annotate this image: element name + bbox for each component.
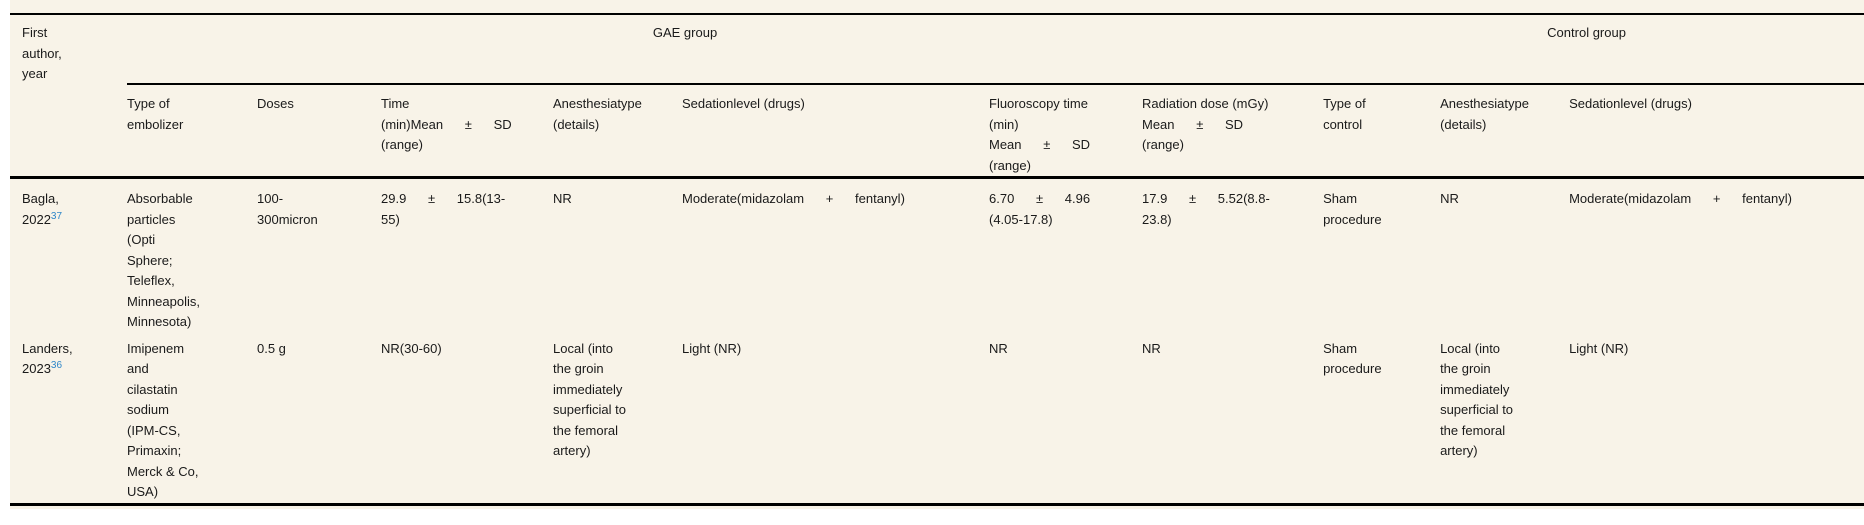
col-header-fluoroscopy-time: Fluoroscopy time (min) Mean ± SD (range) [989, 84, 1142, 179]
cell-bagla-fluoroscopy: 6.70 ± 4.96 (4.05-17.8) [989, 191, 1091, 227]
group-header-control: Control group [1323, 14, 1864, 85]
col-header-sedation-gae: Sedationlevel (drugs) [682, 84, 989, 179]
cell-landers-radiation: NR [1142, 340, 1161, 356]
table-panel: First author, year GAE group Control gro… [10, 0, 1864, 509]
col-header-doses: Doses [257, 84, 381, 179]
cell-bagla-doses: 100- 300micron [257, 191, 318, 227]
col-header-anesthesia-gae: Anesthesiatype (details) [553, 84, 682, 179]
table-row: Landers, 202336 Imipenem and cilastatin … [10, 335, 1864, 505]
col-header-radiation-dose: Radiation dose (mGy) Mean ± SD (range) [1142, 84, 1324, 179]
col-header-time: Time (min)Mean ± SD (range) [381, 84, 553, 179]
study-characteristics-table: First author, year GAE group Control gro… [10, 13, 1864, 506]
group-header-gae: GAE group [127, 14, 1324, 85]
cell-landers-control-anesthesia: Local (into the groin immediately superf… [1440, 340, 1514, 459]
cell-bagla-anesthesia: NR [553, 191, 572, 206]
cell-landers-control-sedation: Light (NR) [1569, 340, 1629, 356]
author-year-text: Bagla, 2022 [22, 191, 59, 227]
cell-bagla-control-type: Sham procedure [1323, 191, 1382, 227]
cell-landers-sedation: Light (NR) [682, 340, 742, 356]
cell-bagla-author: Bagla, 202237 [10, 178, 127, 335]
cell-bagla-radiation: 17.9 ± 5.52(8.8- 23.8) [1142, 191, 1270, 227]
cell-landers-time: NR(30-60) [381, 340, 442, 356]
citation-ref-36[interactable]: 36 [50, 360, 63, 371]
cell-bagla-time: 29.9 ± 15.8(13- 55) [381, 191, 506, 227]
col-header-sedation-control: Sedationlevel (drugs) [1569, 84, 1864, 179]
cell-landers-anesthesia: Local (into the groin immediately superf… [553, 340, 626, 459]
author-year-text: Landers, 2023 [22, 340, 73, 377]
cell-landers-doses: 0.5 g [257, 340, 286, 356]
cell-landers-fluoroscopy: NR [989, 340, 1008, 356]
cell-bagla-control-sedation: Moderate(midazolam + fentanyl) [1569, 191, 1792, 206]
cell-landers-control-type: Sham procedure [1323, 340, 1382, 377]
citation-ref-37[interactable]: 37 [50, 210, 63, 222]
col-header-anesthesia-control: Anesthesiatype (details) [1440, 84, 1570, 179]
cell-bagla-sedation: Moderate(midazolam + fentanyl) [682, 191, 905, 206]
cell-bagla-control-anesthesia: NR [1440, 191, 1459, 206]
col-header-type-of-control: Type of control [1323, 84, 1441, 179]
cell-bagla-embolizer: Absorbable particles (Opti Sphere; Telef… [127, 191, 200, 329]
table-row: Bagla, 202237 Absorbable particles (Opti… [10, 178, 1864, 335]
cell-landers-embolizer: Imipenem and cilastatin sodium (IPM-CS, … [127, 340, 199, 500]
cell-landers-author: Landers, 202336 [10, 335, 127, 505]
col-header-first-author-year: First author, year [10, 14, 127, 179]
col-header-type-of-embolizer: Type of embolizer [127, 84, 257, 179]
